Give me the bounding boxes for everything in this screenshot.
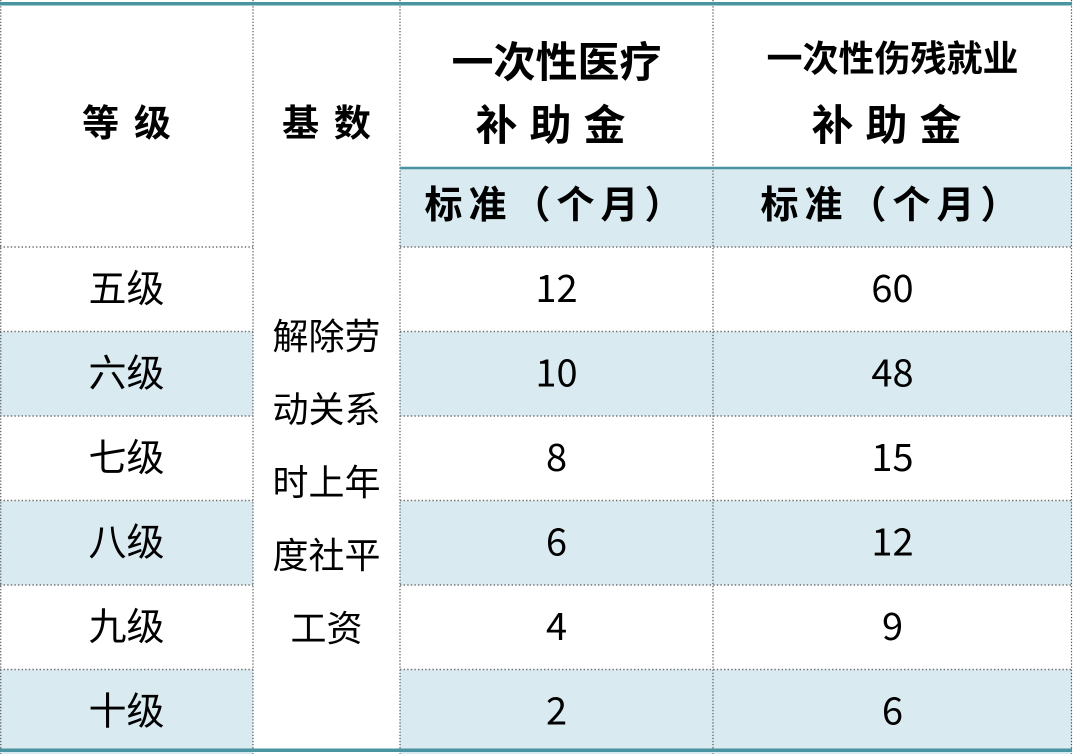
svg-text:六级: 六级 xyxy=(88,343,164,398)
svg-text:补助金: 补助金 xyxy=(811,92,973,153)
svg-text:15: 15 xyxy=(871,427,913,482)
svg-text:度社平: 度社平 xyxy=(272,527,380,579)
svg-text:基 数: 基 数 xyxy=(282,93,371,147)
svg-text:12: 12 xyxy=(871,512,913,567)
svg-text:工资: 工资 xyxy=(290,600,362,652)
svg-text:标准（个月）: 标准（个月） xyxy=(760,174,1024,229)
svg-text:60: 60 xyxy=(871,258,913,313)
svg-text:标准（个月）: 标准（个月） xyxy=(424,174,688,229)
svg-text:等 级: 等 级 xyxy=(82,93,171,147)
svg-text:解除劳: 解除劳 xyxy=(272,308,380,360)
svg-text:七级: 七级 xyxy=(88,427,164,482)
svg-text:12: 12 xyxy=(535,258,577,313)
svg-text:九级: 九级 xyxy=(88,596,164,651)
svg-text:五级: 五级 xyxy=(88,258,164,313)
svg-text:动关系: 动关系 xyxy=(272,381,380,433)
svg-text:6: 6 xyxy=(882,681,903,736)
svg-text:9: 9 xyxy=(882,596,903,651)
svg-text:一次性医疗: 一次性医疗 xyxy=(451,29,661,90)
svg-text:时上年: 时上年 xyxy=(272,454,380,506)
svg-text:八级: 八级 xyxy=(88,512,164,567)
svg-text:6: 6 xyxy=(546,512,567,567)
svg-text:8: 8 xyxy=(546,427,567,482)
svg-text:4: 4 xyxy=(546,596,567,651)
svg-text:10: 10 xyxy=(535,343,577,398)
svg-text:48: 48 xyxy=(871,343,913,398)
svg-text:十级: 十级 xyxy=(88,681,164,736)
svg-text:2: 2 xyxy=(546,681,567,736)
svg-text:一次性伤残就业: 一次性伤残就业 xyxy=(766,30,1018,82)
svg-text:补助金: 补助金 xyxy=(475,92,637,153)
